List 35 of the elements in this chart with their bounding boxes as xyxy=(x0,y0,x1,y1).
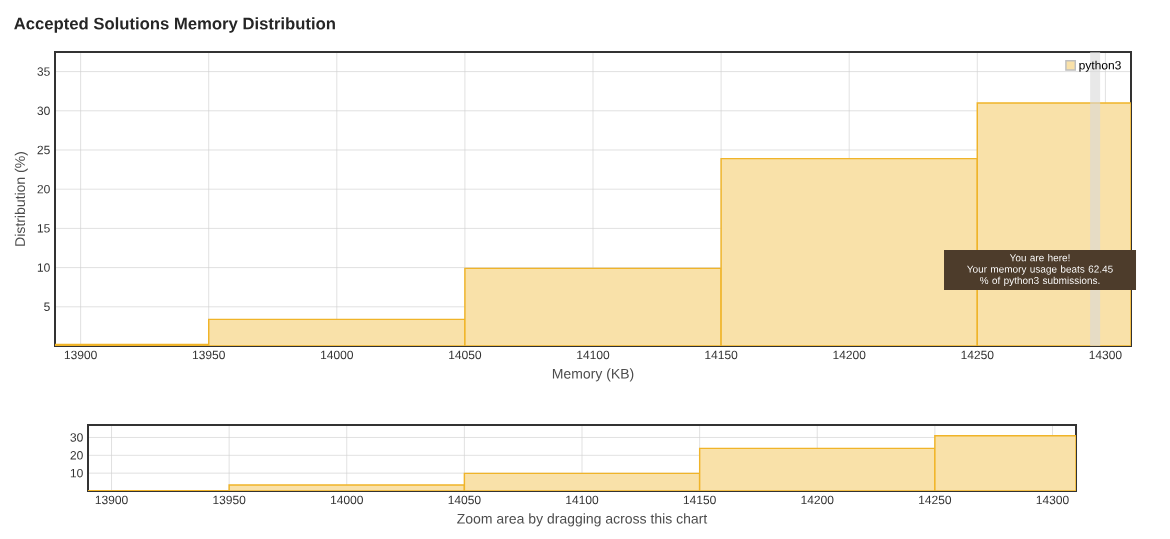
x-tick-label: 14050 xyxy=(448,495,481,505)
y-tick-label: 10 xyxy=(37,263,50,272)
x-tick-label: 13900 xyxy=(95,495,128,505)
x-tick-label: 14000 xyxy=(321,350,354,360)
x-tick-label: 14050 xyxy=(449,350,482,360)
x-tick-label: 13900 xyxy=(64,350,97,360)
x-tick-label: 14300 xyxy=(1089,350,1122,360)
x-tick-label: 14150 xyxy=(705,350,738,360)
chart-title: Accepted Solutions Memory Distribution xyxy=(14,17,335,33)
x-axis-title: Memory (KB) xyxy=(552,368,634,382)
x-tick-label: 14100 xyxy=(566,495,599,505)
x-tick-label: 14250 xyxy=(961,350,994,360)
x-tick-label: 13950 xyxy=(213,495,246,505)
y-tick-label: 35 xyxy=(37,67,50,76)
x-tick-label: 14100 xyxy=(577,350,610,360)
y-tick-label: 5 xyxy=(44,302,50,311)
y-tick-label: 20 xyxy=(70,451,83,460)
legend-label: python3 xyxy=(1079,60,1121,72)
y-tick-label: 25 xyxy=(37,145,50,155)
annotation: Your memory usage beats 62.45 % of python3 submissions. xyxy=(967,265,1113,286)
annotation: You are here! xyxy=(1009,254,1070,262)
x-axis-title: Zoom area by dragging across this chart xyxy=(457,513,708,527)
y-tick-label: 15 xyxy=(37,224,50,233)
x-tick-label: 14000 xyxy=(331,495,363,505)
y-tick-label: 10 xyxy=(70,468,83,478)
y-tick-label: 30 xyxy=(37,106,50,116)
x-tick-label: 13950 xyxy=(192,350,225,360)
y-axis-title: Distribution (%) xyxy=(14,152,28,246)
x-tick-label: 14250 xyxy=(919,495,952,505)
x-tick-label: 14200 xyxy=(801,495,834,505)
y-tick-label: 30 xyxy=(70,433,83,442)
x-tick-label: 14300 xyxy=(1036,495,1069,505)
y-tick-label: 20 xyxy=(37,184,50,194)
x-tick-label: 14150 xyxy=(683,495,716,505)
x-tick-label: 14200 xyxy=(833,350,866,360)
